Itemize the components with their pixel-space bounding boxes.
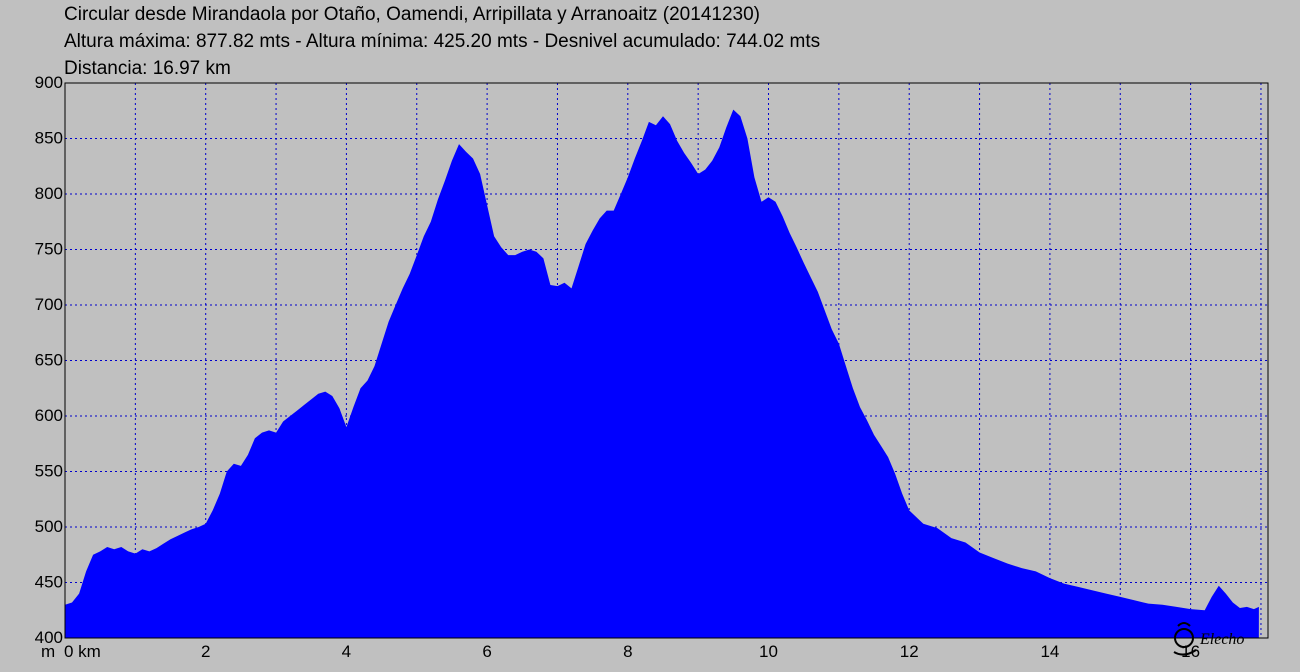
y-tick-label: 800	[35, 184, 63, 203]
y-tick-label: 850	[35, 129, 63, 148]
y-tick-label: 550	[35, 462, 63, 481]
y-tick-label: 750	[35, 240, 63, 259]
chart-stats: Altura máxima: 877.82 mts - Altura mínim…	[64, 31, 821, 52]
y-tick-label: 600	[35, 406, 63, 425]
x-tick-label: 10	[759, 642, 778, 661]
y-tick-label: 650	[35, 351, 63, 370]
x-tick-label: 2	[201, 642, 210, 661]
x-tick-label: 8	[623, 642, 632, 661]
elevation-area	[65, 109, 1259, 639]
x-tick-label: 12	[900, 642, 919, 661]
elecho-logo-icon: Elecho	[1173, 622, 1244, 656]
chart-title: Circular desde Mirandaola por Otaño, Oam…	[64, 4, 760, 25]
chart-distance: Distancia: 16.97 km	[64, 58, 231, 79]
y-unit-label: m	[41, 642, 55, 661]
plot-frame	[64, 82, 1269, 639]
x-tick-label: 6	[482, 642, 491, 661]
y-tick-label: 500	[35, 517, 63, 536]
x-tick-label: 14	[1040, 642, 1059, 661]
y-axis-ticks: 400 450 500 550 600 650 700 750 800 850 900	[35, 73, 63, 647]
y-tick-label: 400	[35, 628, 63, 647]
y-tick-label: 700	[35, 295, 63, 314]
y-tick-label: 900	[35, 73, 63, 92]
svg-text:Elecho: Elecho	[1199, 631, 1244, 648]
x-tick-label: 0 km	[64, 642, 101, 661]
y-tick-label: 450	[35, 573, 63, 592]
x-tick-label: 4	[342, 642, 351, 661]
